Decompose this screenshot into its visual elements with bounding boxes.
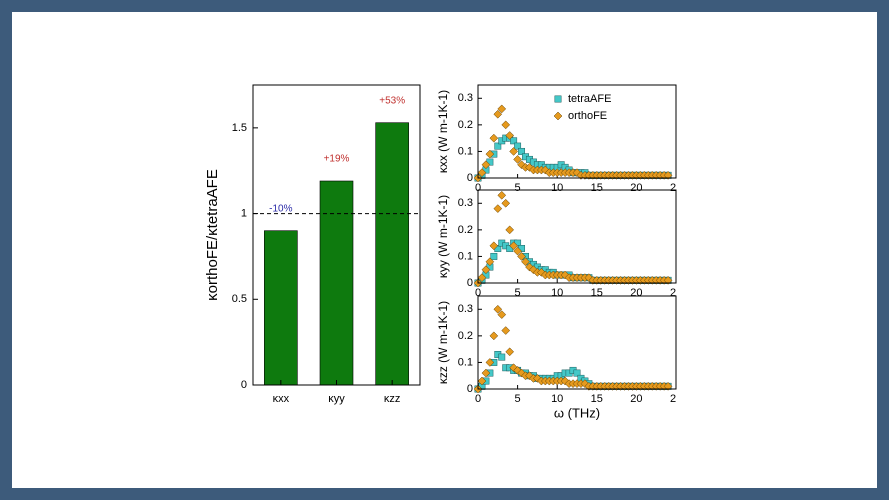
diamond-point bbox=[663, 275, 673, 285]
x-tick-label: 10 bbox=[551, 182, 563, 194]
diamond-point bbox=[501, 198, 511, 208]
square-point bbox=[510, 137, 518, 145]
y-tick-label: 0.5 bbox=[232, 293, 247, 305]
square-point bbox=[573, 369, 581, 377]
x-tick-label: κyy bbox=[328, 393, 345, 405]
x-tick-label: 5 bbox=[515, 182, 521, 194]
y-tick-label: 0 bbox=[467, 383, 473, 395]
bar bbox=[264, 230, 298, 386]
x-tick-label: 0 bbox=[475, 287, 481, 299]
diamond-point bbox=[513, 246, 522, 256]
x-tick-label: 0 bbox=[475, 182, 481, 194]
figure: 0 0.5 1 1.5 κxx -10% κyy +19% κzz +53% κorthoFE/κt… bbox=[204, 84, 677, 420]
x-tick-label: 10 bbox=[551, 287, 563, 299]
x-tick-label: 2 bbox=[670, 393, 676, 405]
diamond-point bbox=[509, 147, 518, 156]
x-tick-label: 15 bbox=[591, 287, 603, 299]
square-point bbox=[514, 142, 522, 150]
diamond-point bbox=[489, 241, 499, 251]
y-tick-label: 1 bbox=[241, 207, 247, 219]
diamond-point bbox=[477, 273, 487, 283]
square-point bbox=[518, 147, 526, 155]
legend-label: orthoFE bbox=[568, 110, 607, 122]
x-axis-label: ω (THz) bbox=[554, 405, 600, 420]
square-point bbox=[490, 252, 498, 260]
annotation: -10% bbox=[269, 203, 292, 214]
x-tick-label: 2 bbox=[670, 287, 676, 299]
plot-frame bbox=[477, 84, 677, 179]
x-tick-label: 15 bbox=[591, 182, 603, 194]
y-tick-label: 0.3 bbox=[458, 303, 473, 315]
annotation: +19% bbox=[324, 154, 350, 165]
y-tick-label: 0.3 bbox=[458, 197, 473, 209]
bar bbox=[319, 180, 354, 386]
x-tick-label: 5 bbox=[515, 393, 521, 405]
square-point bbox=[498, 353, 506, 361]
x-tick-label: 5 bbox=[515, 287, 521, 299]
y-axis-label: κorthoFE/κtetraAFE bbox=[204, 169, 221, 301]
diamond-point bbox=[481, 265, 491, 275]
diamond-point bbox=[481, 368, 491, 378]
diamond-point bbox=[663, 381, 673, 391]
diamond-point bbox=[493, 109, 503, 119]
annotation: +53% bbox=[379, 95, 405, 106]
diamond-point bbox=[497, 104, 507, 114]
diamond-point bbox=[489, 331, 499, 341]
diamond-point bbox=[481, 160, 491, 170]
x-tick-label: 10 bbox=[551, 393, 563, 405]
plot-frame bbox=[477, 189, 677, 284]
y-tick-label: 0.1 bbox=[458, 250, 473, 262]
diamond-point bbox=[493, 304, 503, 314]
y-tick-label: 0 bbox=[241, 379, 247, 391]
diamond-point bbox=[477, 168, 487, 178]
y-tick-label: 0.1 bbox=[458, 145, 473, 157]
legend-marker bbox=[553, 111, 563, 121]
diamond-point bbox=[477, 376, 487, 386]
y-tick-label: 0.3 bbox=[458, 92, 473, 104]
y-axis-label: κzz (W m-1K-1) bbox=[436, 301, 450, 384]
diamond-point bbox=[489, 133, 499, 143]
diamond-point bbox=[501, 326, 511, 335]
x-tick-label: κxx bbox=[273, 393, 290, 405]
x-tick-label: κzz bbox=[384, 393, 401, 405]
diamond-point bbox=[485, 257, 495, 267]
y-tick-label: 0.1 bbox=[458, 356, 473, 368]
slide: 0 0.5 1 1.5 κxx -10% κyy +19% κzz +53% κorthoFE/κt… bbox=[12, 12, 877, 488]
diamond-point bbox=[505, 131, 515, 140]
y-tick-label: 1.5 bbox=[232, 122, 247, 134]
diamond-point bbox=[485, 149, 495, 159]
x-tick-label: 20 bbox=[630, 182, 642, 194]
x-tick-label: 2 bbox=[670, 182, 676, 194]
y-axis-label: κxx (W m-1K-1) bbox=[436, 90, 450, 173]
y-tick-label: 0 bbox=[467, 277, 473, 289]
bar bbox=[375, 122, 409, 386]
y-tick-label: 0 bbox=[467, 172, 473, 184]
x-tick-label: 20 bbox=[630, 393, 642, 405]
y-tick-label: 0.2 bbox=[458, 119, 473, 131]
square-point bbox=[494, 142, 502, 150]
diamond-point bbox=[505, 225, 515, 235]
diamond-point bbox=[493, 204, 503, 213]
plot-frame bbox=[477, 295, 677, 390]
y-axis-label: κyy (W m-1K-1) bbox=[436, 195, 450, 278]
diamond-point bbox=[513, 155, 522, 164]
diamond-point bbox=[501, 120, 511, 130]
diamond-point bbox=[505, 347, 515, 357]
legend-label: tetraAFE bbox=[568, 93, 611, 105]
diamond-point bbox=[485, 358, 495, 367]
diamond-point bbox=[663, 170, 673, 180]
plot-frame bbox=[252, 84, 421, 386]
diamond-point bbox=[497, 190, 507, 200]
diamond-point bbox=[517, 252, 526, 261]
legend-marker bbox=[554, 95, 562, 103]
x-tick-label: 0 bbox=[475, 393, 481, 405]
diamond-point bbox=[497, 310, 507, 319]
diamond-point bbox=[509, 241, 518, 251]
x-tick-label: 15 bbox=[591, 393, 603, 405]
y-tick-label: 0.2 bbox=[458, 330, 473, 342]
x-tick-label: 20 bbox=[630, 287, 642, 299]
diamond-point bbox=[521, 257, 530, 267]
y-tick-label: 0.2 bbox=[458, 224, 473, 236]
